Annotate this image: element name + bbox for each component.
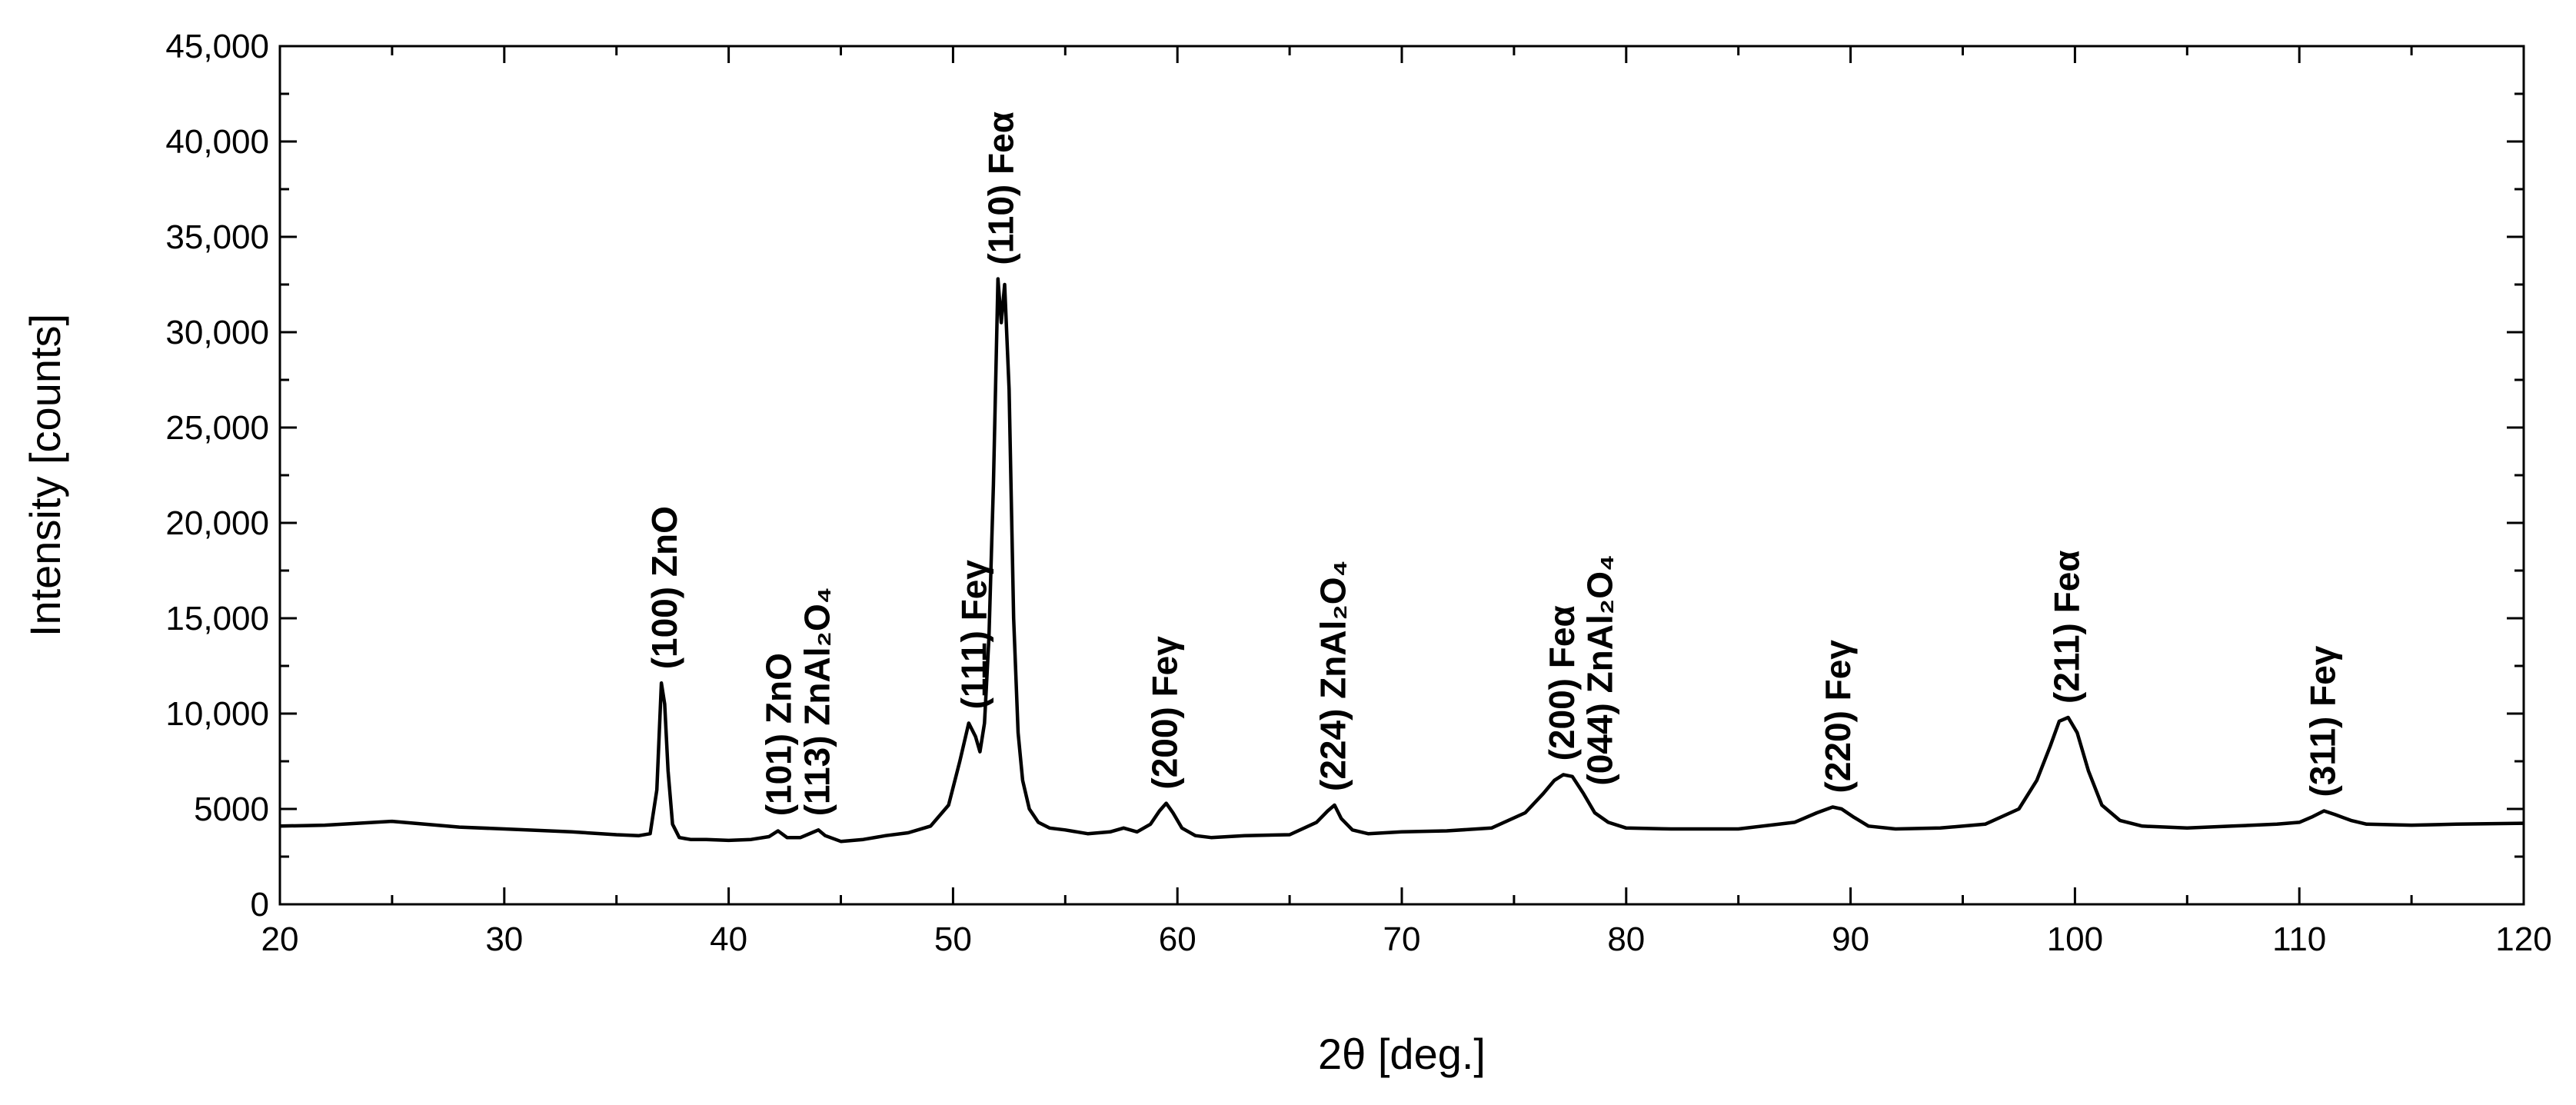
x-tick-label: 20 bbox=[261, 920, 299, 958]
x-tick-label: 80 bbox=[1607, 920, 1645, 958]
x-tick-label: 50 bbox=[934, 920, 972, 958]
x-tick-label: 90 bbox=[1832, 920, 1869, 958]
x-tick-label: 120 bbox=[2495, 920, 2551, 958]
x-tick-label: 100 bbox=[2047, 920, 2103, 958]
y-tick-label: 0 bbox=[251, 886, 269, 924]
peak-label: (113) ZnAl₂O₄ bbox=[797, 587, 837, 816]
y-tick-label: 20,000 bbox=[165, 504, 269, 542]
y-axis-title: Intensity [counts] bbox=[21, 314, 69, 637]
y-tick-label: 40,000 bbox=[165, 123, 269, 161]
peak-label: (200) Feα bbox=[1542, 605, 1582, 761]
y-tick-label: 15,000 bbox=[165, 600, 269, 637]
series-layer bbox=[279, 277, 2524, 844]
peak-label: (220) Feγ bbox=[1818, 640, 1858, 794]
plot-frame bbox=[278, 45, 2525, 906]
peak-label: (311) Feγ bbox=[2302, 645, 2342, 797]
peak-label: (110) Feα bbox=[981, 111, 1021, 265]
plot-border bbox=[278, 45, 2525, 906]
y-tick-label: 30,000 bbox=[165, 314, 269, 351]
y-axis: 0 5000 10,000 15,000 20,000 25,000 30,000 35,00… bbox=[165, 28, 2524, 924]
x-axis: 20 30 40 50 60 70 80 90 100 110 120 bbox=[261, 46, 2552, 958]
peak-label: (044) ZnAl₂O₄ bbox=[1580, 554, 1620, 786]
x-axis-title: 2θ [deg.] bbox=[1318, 1030, 1486, 1078]
y-tick-label: 10,000 bbox=[165, 695, 269, 733]
x-tick-label: 40 bbox=[710, 920, 747, 958]
x-tick-label: 60 bbox=[1159, 920, 1196, 958]
x-tick-label: 30 bbox=[485, 920, 523, 958]
peak-label: (101) ZnO bbox=[759, 653, 799, 816]
y-tick-label: 35,000 bbox=[165, 218, 269, 256]
y-tick-label: 5000 bbox=[194, 790, 269, 828]
xrd-pattern-line bbox=[279, 277, 2524, 844]
peak-label: (100) ZnO bbox=[644, 506, 684, 669]
peak-label: (200) Feγ bbox=[1145, 636, 1185, 790]
peak-label: (111) Feγ bbox=[954, 560, 994, 710]
y-tick-label: 25,000 bbox=[165, 409, 269, 447]
x-tick-label: 110 bbox=[2272, 920, 2326, 958]
y-tick-label: 45,000 bbox=[165, 28, 269, 65]
peak-annotations: (100) ZnO (101) ZnO(113) ZnAl₂O₄ (111) Feγ… bbox=[644, 111, 2342, 816]
x-tick-label: 70 bbox=[1383, 920, 1421, 958]
peak-label: (211) Feα bbox=[2047, 550, 2087, 704]
peak-label: (224) ZnAl₂O₄ bbox=[1313, 560, 1353, 791]
